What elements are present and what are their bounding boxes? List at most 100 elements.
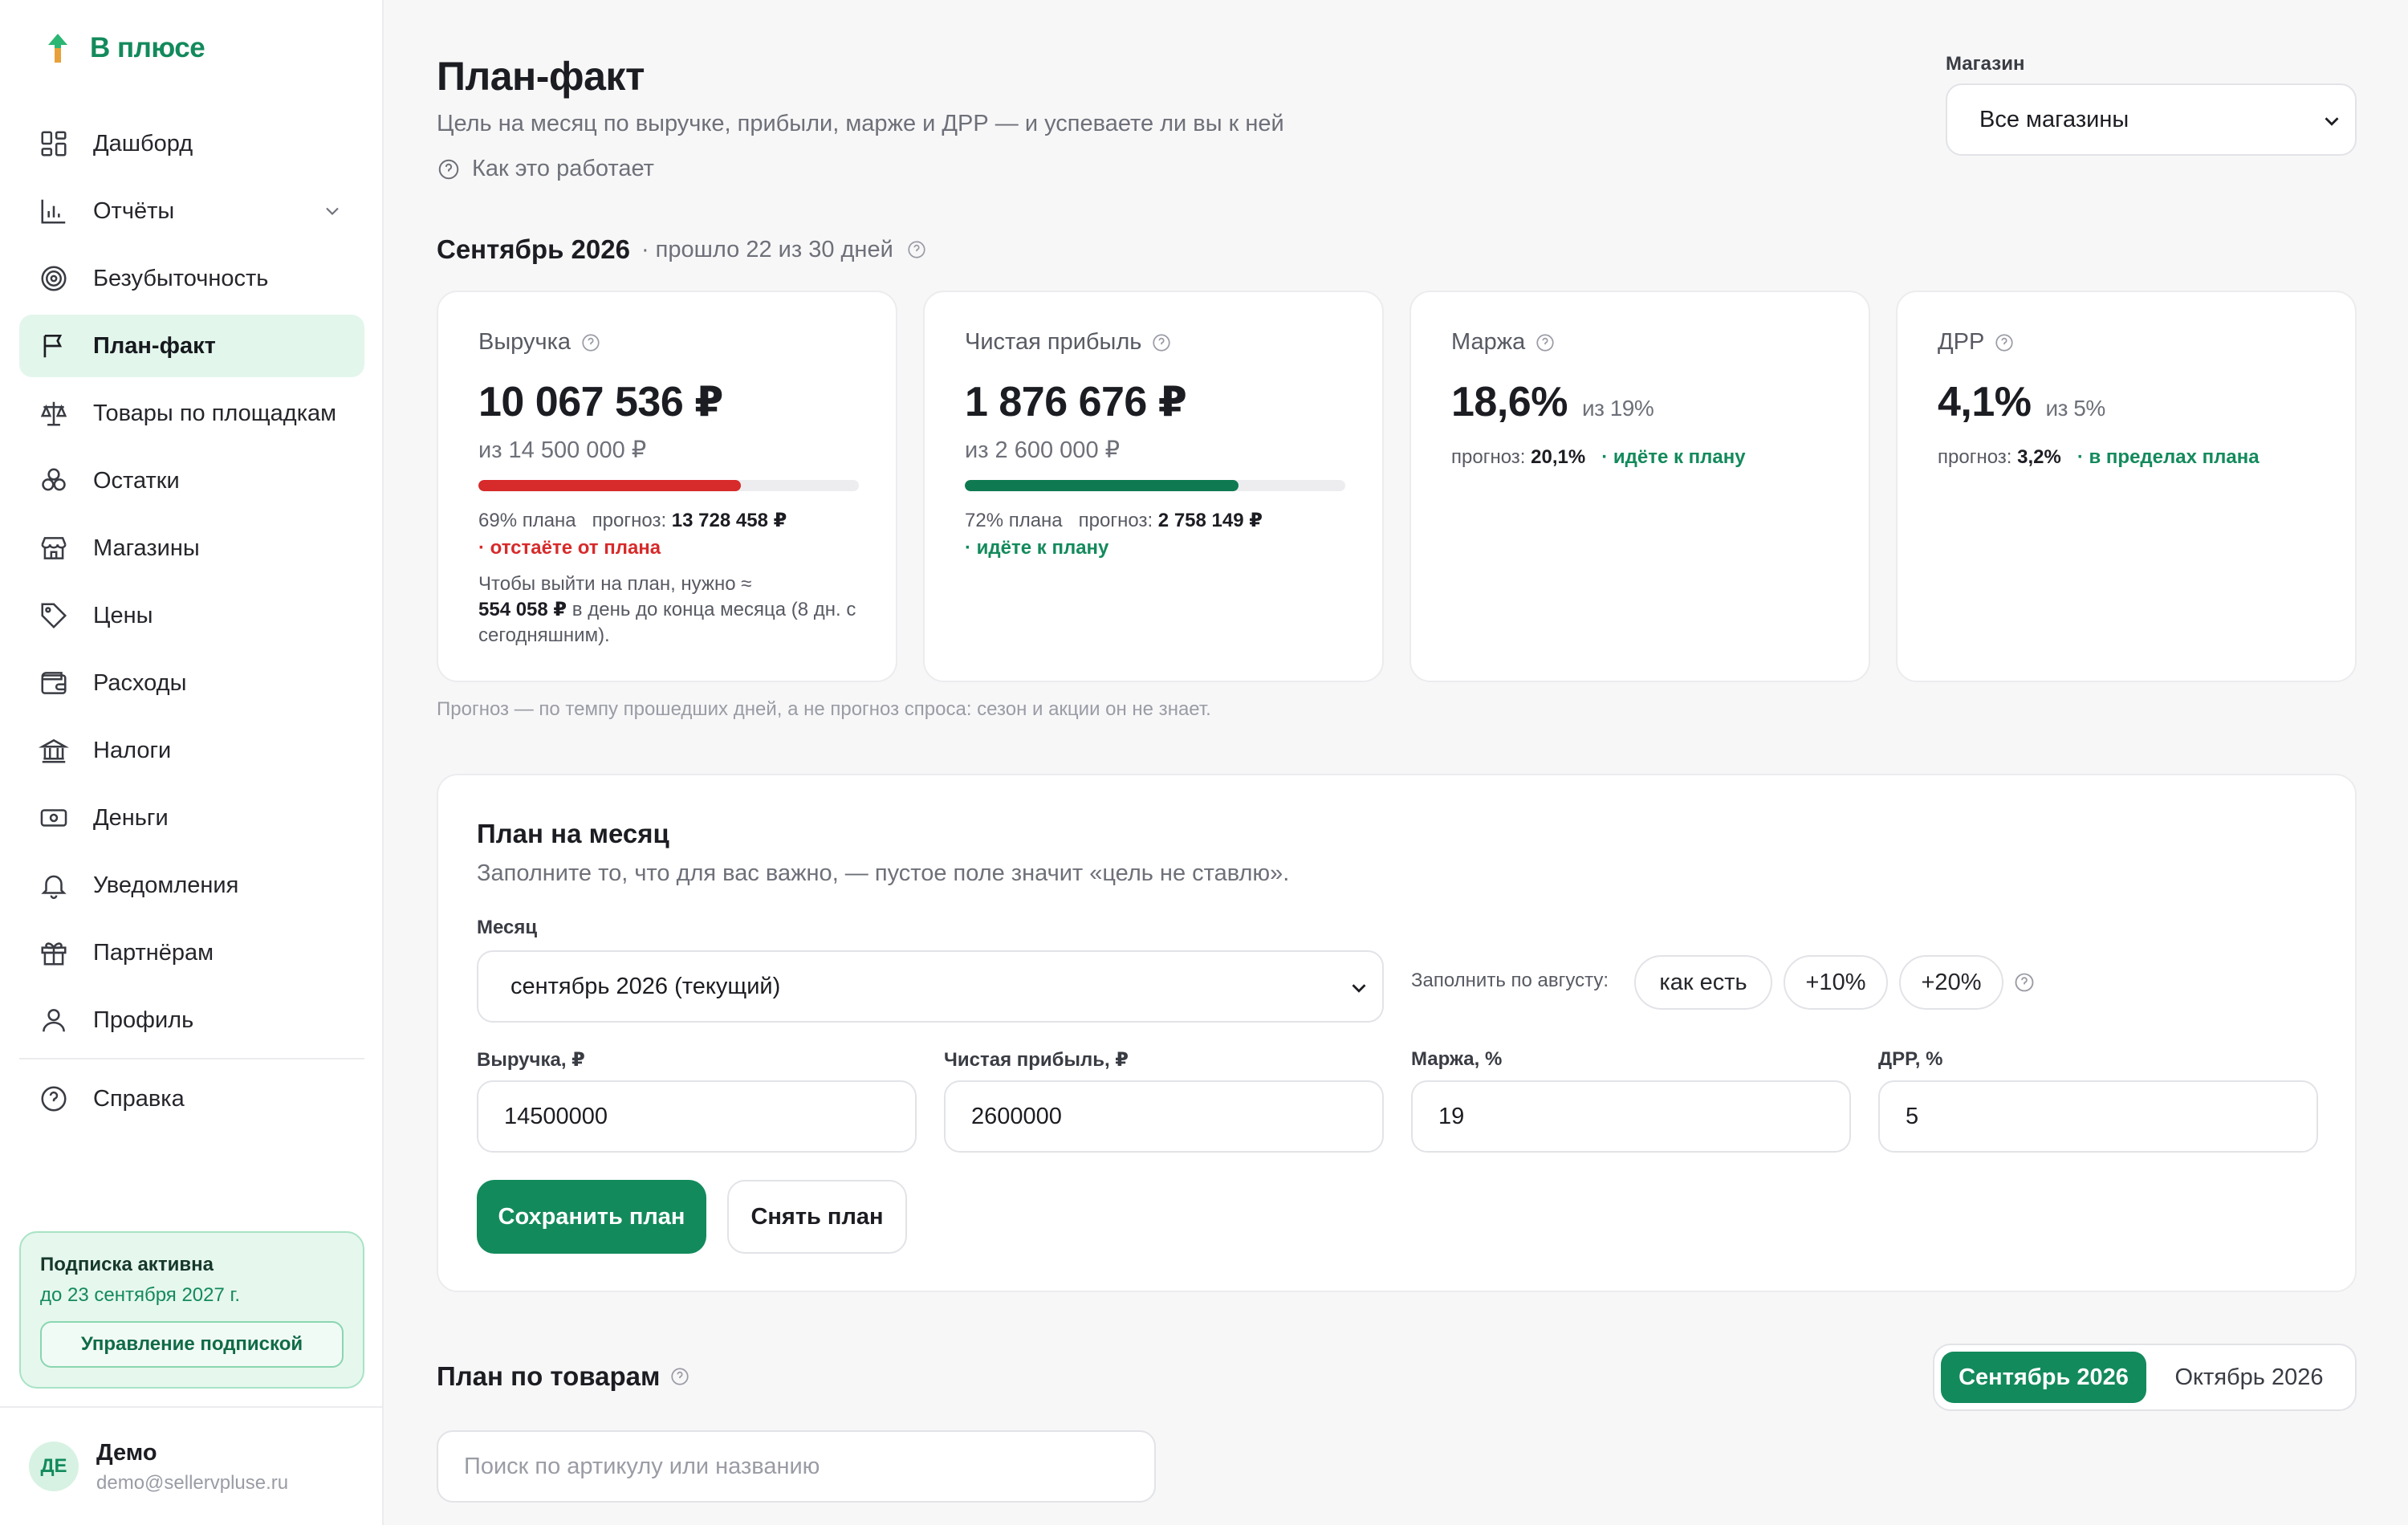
manage-subscription-button[interactable]: Управление подпиской: [40, 1321, 344, 1368]
sidebar-item-profile[interactable]: Профиль: [19, 989, 364, 1051]
kpi-forecast-value: 3,2%: [2017, 446, 2061, 468]
kpi-forecast-value: 13 728 458 ₽: [671, 510, 787, 531]
sidebar-item-label: Уведомления: [93, 872, 239, 898]
month-select[interactable]: сентябрь 2026 (текущий): [477, 950, 1384, 1023]
chevron-down-icon[interactable]: [321, 200, 344, 222]
bank-icon: [39, 738, 69, 763]
period-note: · прошло 22 из 30 дней: [641, 236, 893, 262]
kpi-pct: 69% плана: [478, 510, 576, 531]
kpi-forecast-label: прогноз:: [1078, 510, 1153, 531]
question-circle-icon[interactable]: [1535, 332, 1556, 353]
kpi-status: · отстаёте от плана: [478, 537, 661, 559]
kpi-forecast-value: 2 758 149 ₽: [1157, 510, 1263, 531]
save-plan-button[interactable]: Сохранить план: [477, 1180, 706, 1254]
question-circle-icon[interactable]: [1151, 332, 1172, 353]
user-name: Демо: [96, 1440, 157, 1466]
kpi-value: 1 876 676 ₽: [965, 379, 1187, 425]
bell-icon: [41, 875, 67, 900]
period-heading: Сентябрь 2026 · прошло 22 из 30 дней: [437, 234, 927, 265]
kpi-meta: 69% плана прогноз: 13 728 458 ₽ · отстаё…: [478, 507, 856, 562]
kpi-target: из 19%: [1581, 396, 1654, 421]
kpi-label: Маржа: [1451, 329, 1828, 356]
fill-as-is-chip[interactable]: как есть: [1634, 955, 1772, 1010]
profit-input[interactable]: 2600000: [944, 1080, 1384, 1153]
fill-plus-10-chip[interactable]: +10%: [1784, 955, 1888, 1010]
sidebar-item-notifications[interactable]: Уведомления: [19, 854, 364, 917]
kpi-status: · в пределах плана: [2076, 446, 2260, 468]
kpi-value: 18,6% из 19%: [1451, 378, 1828, 426]
question-circle-icon[interactable]: [2013, 971, 2036, 994]
revenue-input[interactable]: 14500000: [477, 1080, 917, 1153]
clear-plan-button[interactable]: Снять план: [727, 1180, 907, 1254]
fill-plus-20-chip[interactable]: +20%: [1899, 955, 2003, 1010]
store-select-value: Все магазины: [1979, 106, 2129, 132]
drr-field-label: ДРР, %: [1878, 1048, 1943, 1070]
subscription-status: Подписка активна: [40, 1254, 214, 1275]
sidebar-item-money[interactable]: Деньги: [19, 787, 364, 849]
question-circle-icon[interactable]: [669, 1366, 690, 1387]
kpi-card-margin: Маржа 18,6% из 19% прогноз: 20,1% · идёт…: [1409, 291, 1870, 682]
page-subtitle: Цель на месяц по выручке, прибыли, марже…: [437, 111, 1284, 136]
store-icon: [41, 537, 67, 559]
sidebar-item-breakeven[interactable]: Безубыточность: [19, 247, 364, 310]
tab-september-2026[interactable]: Сентябрь 2026: [1941, 1352, 2146, 1403]
plan-card: План на месяц Заполните то, что для вас …: [437, 774, 2357, 1292]
kpi-target: из 5%: [2045, 396, 2106, 421]
kpi-forecast-label: прогноз:: [592, 510, 667, 531]
margin-field-label: Маржа, %: [1411, 1048, 1503, 1070]
question-circle-icon: [438, 159, 459, 179]
kpi-label-text: ДРР: [1938, 329, 1985, 355]
margin-input[interactable]: 19: [1411, 1080, 1851, 1153]
sidebar-item-partners[interactable]: Партнёрам: [19, 921, 364, 984]
user-icon: [43, 1009, 65, 1032]
kpi-status: · идёте к плану: [1601, 446, 1746, 468]
subscription-box: Подписка активна до 23 сентября 2027 г. …: [19, 1231, 364, 1389]
sidebar-item-expenses[interactable]: Расходы: [19, 652, 364, 714]
kpi-card-drr: ДРР 4,1% из 5% прогноз: 3,2% · в предела…: [1896, 291, 2357, 682]
sidebar-item-label: Магазины: [93, 535, 200, 561]
tab-october-2026[interactable]: Октябрь 2026: [2174, 1364, 2324, 1390]
logo-icon: [48, 34, 67, 63]
sidebar-item-stock[interactable]: Остатки: [19, 449, 364, 512]
goods-plan-heading: План по товарам: [437, 1361, 690, 1392]
sidebar-item-products-by-marketplace[interactable]: Товары по площадкам: [19, 382, 364, 445]
sidebar-item-plan-fact[interactable]: План-факт: [19, 315, 364, 377]
kpi-hint-post: в день до конца месяца (8 дн. с сегодняш…: [478, 599, 856, 646]
sidebar-item-label: Налоги: [93, 737, 172, 763]
how-it-works-link[interactable]: Как это работает: [437, 156, 654, 182]
progress-bar-fill: [478, 480, 742, 491]
drr-input[interactable]: 5: [1878, 1080, 2318, 1153]
kpi-meta: прогноз: 3,2% · в пределах плана: [1938, 444, 2315, 471]
question-circle-icon[interactable]: [580, 332, 601, 353]
avatar[interactable]: ДЕ: [29, 1442, 79, 1491]
question-circle-icon[interactable]: [1994, 332, 2015, 353]
tag-icon: [41, 603, 67, 629]
sidebar-item-label: Профиль: [93, 1007, 194, 1033]
sidebar-item-taxes[interactable]: Налоги: [19, 719, 364, 782]
flag-icon: [43, 334, 63, 358]
plan-title: План на месяц: [477, 819, 669, 848]
sidebar-item-prices[interactable]: Цены: [19, 584, 364, 647]
sidebar-item-dashboard[interactable]: Дашборд: [19, 112, 364, 175]
month-select-value: сентябрь 2026 (текущий): [510, 973, 781, 999]
sidebar-item-label: План-факт: [93, 332, 216, 359]
question-circle-icon[interactable]: [906, 239, 927, 260]
kpi-value: 10 067 536 ₽: [478, 379, 723, 425]
sidebar-item-reports[interactable]: Отчёты: [19, 180, 364, 242]
kpi-forecast-value: 20,1%: [1531, 446, 1586, 468]
store-select[interactable]: Все магазины: [1946, 83, 2357, 156]
sidebar-item-help[interactable]: Справка: [19, 1068, 364, 1130]
gift-icon: [41, 942, 67, 966]
kpi-hint-value: 554 058 ₽: [478, 599, 567, 620]
sidebar-item-label: Деньги: [93, 804, 169, 831]
kpi-label-text: Выручка: [478, 329, 571, 355]
month-label: Месяц: [477, 917, 538, 938]
app-logo[interactable]: В плюсе: [40, 31, 205, 66]
sidebar-item-label: Цены: [93, 602, 153, 628]
goods-search-input[interactable]: Поиск по артикулу или названию: [437, 1430, 1156, 1503]
kpi-pct: 72% плана: [965, 510, 1063, 531]
profit-field-label: Чистая прибыль, ₽: [944, 1049, 1129, 1071]
sidebar-item-stores[interactable]: Магазины: [19, 517, 364, 580]
period-title: Сентябрь 2026: [437, 234, 630, 264]
kpi-label: Выручка: [478, 329, 856, 356]
